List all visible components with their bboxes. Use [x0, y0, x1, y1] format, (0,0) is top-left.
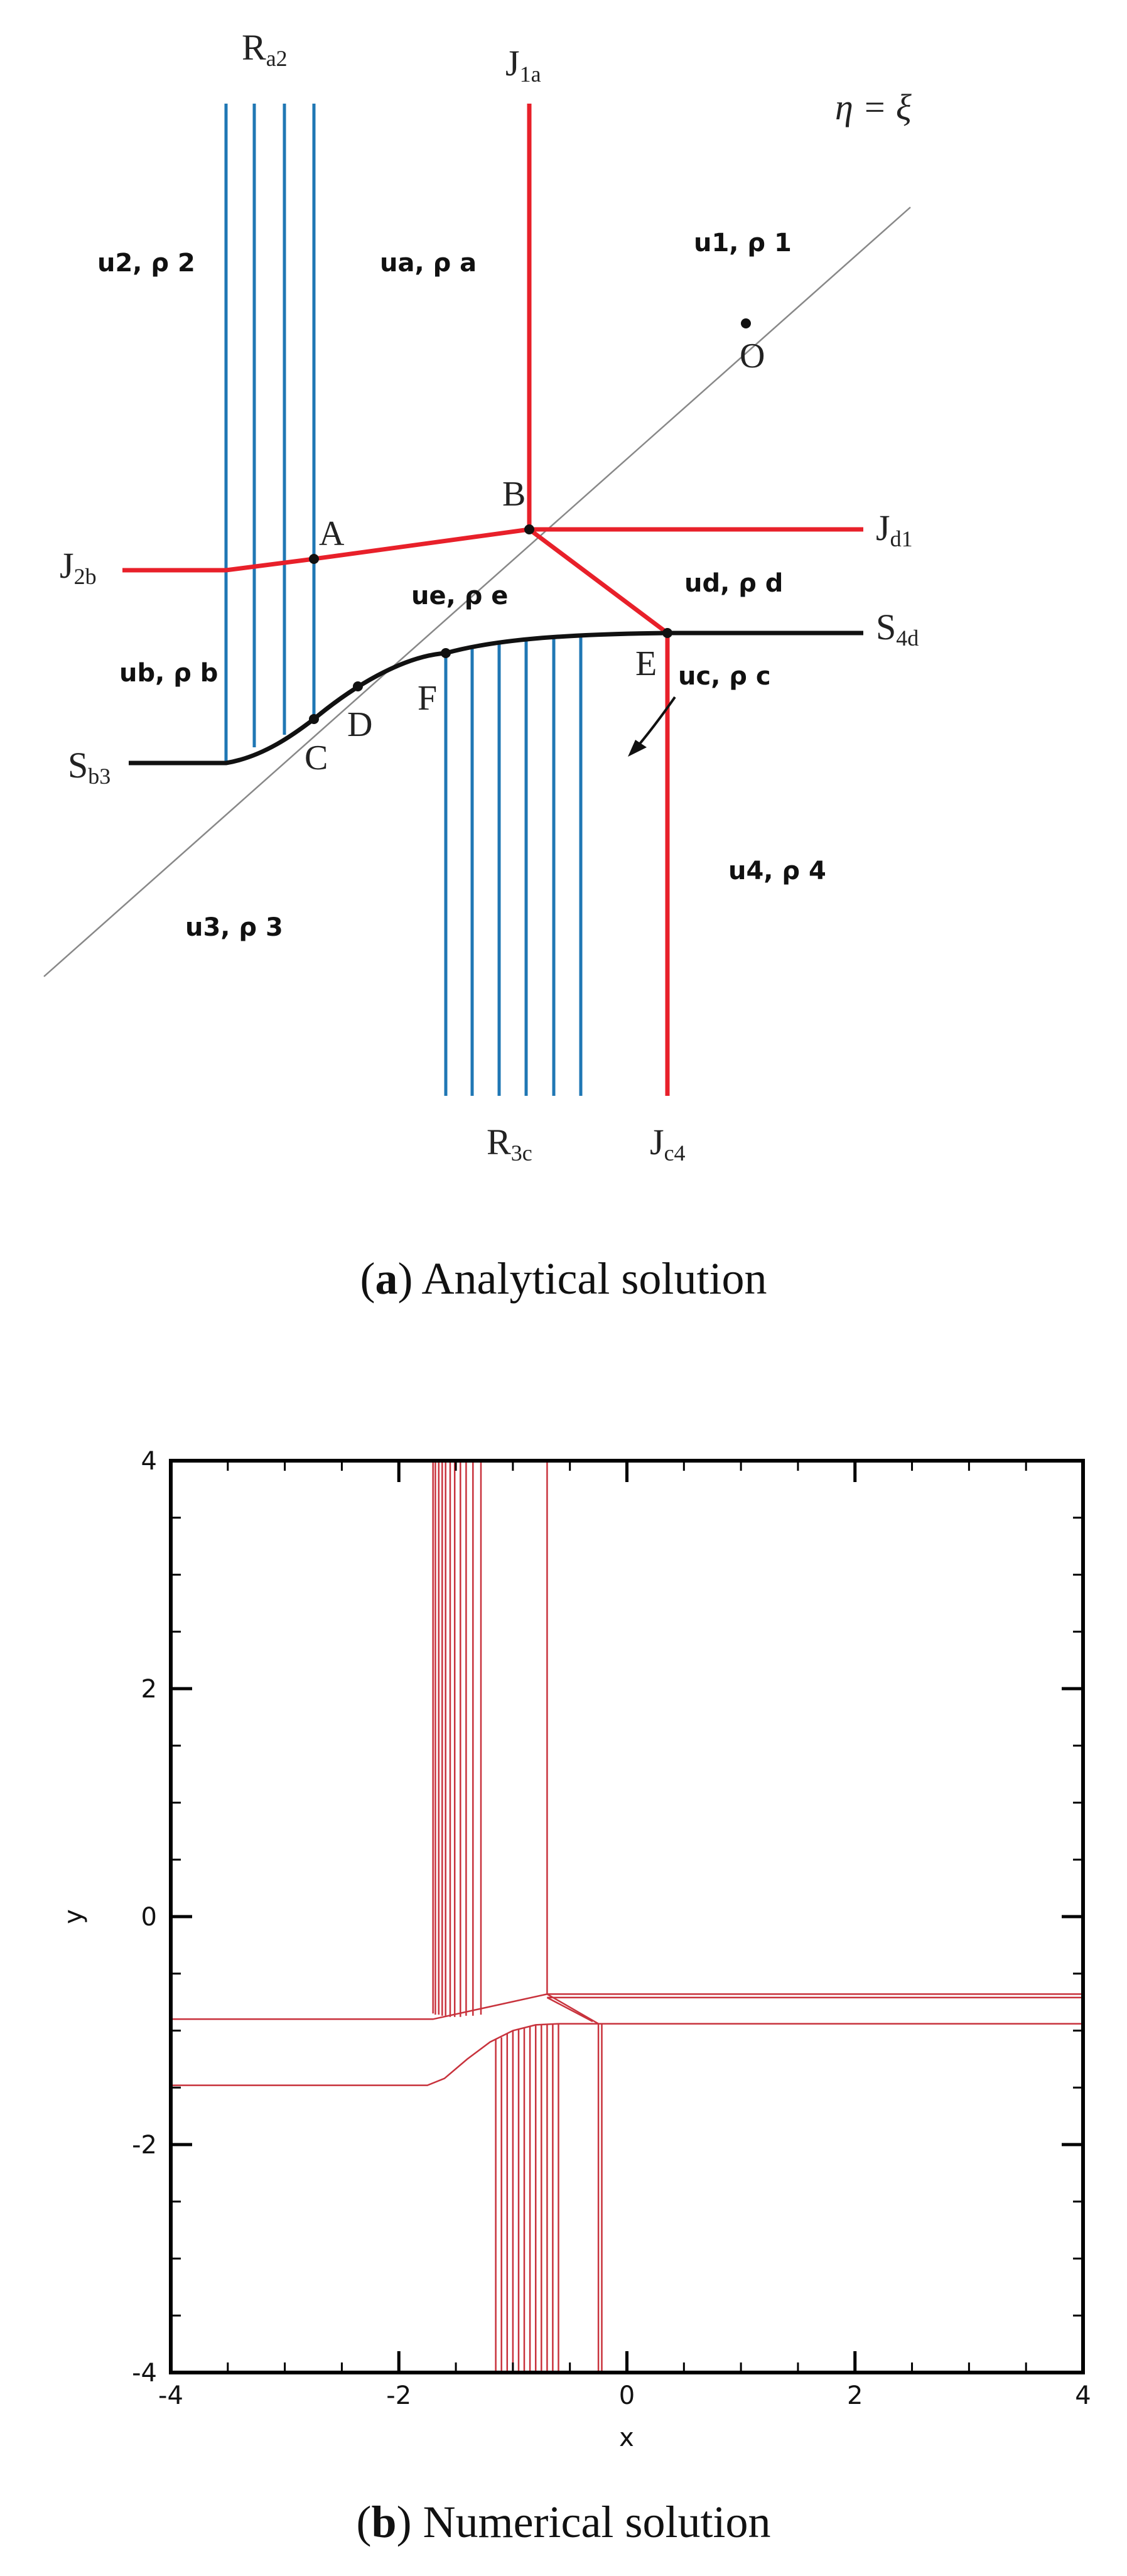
x-tick-label: 2 — [847, 2381, 863, 2410]
points — [309, 318, 751, 724]
x-tick-label: -4 — [158, 2381, 183, 2410]
point-d: D — [347, 705, 372, 744]
label-ra2: Ra2 — [242, 27, 288, 71]
label-j2b: J2b — [60, 545, 97, 589]
region-d: ud, ρ d — [684, 569, 783, 598]
y-tick-label: 4 — [141, 1447, 157, 1476]
contour-line-13 — [171, 2023, 599, 2086]
label-s4d: S4d — [876, 607, 919, 651]
region-c: uc, ρ c — [678, 662, 771, 691]
tick-labels: -4 -2 0 2 4 -4 -2 0 2 4 — [132, 1447, 1091, 2410]
y-tick-label: 0 — [141, 1903, 157, 1932]
contour-line-12 — [171, 1993, 547, 2020]
region-2: u2, ρ 2 — [97, 249, 195, 278]
region-b: ub, ρ b — [119, 659, 218, 688]
y-tick-label: -4 — [132, 2359, 157, 2388]
x-axis-label: x — [619, 2423, 634, 2452]
rarefaction-r3c — [444, 634, 583, 1096]
region-e: ue, ρ e — [411, 582, 508, 610]
region-a: ua, ρ a — [380, 249, 477, 278]
caption-a: (a) Analytical solution — [360, 1253, 767, 1304]
analytical-diagram: Ra2 J1a J2b Jd1 S4d Sb3 R3c Jc4 η = ξ A … — [43, 27, 919, 1166]
caption-b: (b) Numerical solution — [356, 2497, 771, 2547]
point-o: O — [740, 337, 765, 376]
point-e: E — [635, 644, 657, 683]
region-c-arrowhead — [628, 740, 647, 757]
x-tick-label: 4 — [1075, 2381, 1091, 2410]
y-tick-label: -2 — [132, 2131, 157, 2160]
y-axis-label: y — [59, 1909, 88, 1924]
y-tick-label: 2 — [141, 1675, 157, 1704]
diagonal-line — [43, 207, 911, 977]
numerical-chart: -4 -2 0 2 4 -4 -2 0 2 4 x y — [59, 1447, 1091, 2452]
x-tick-label: 0 — [619, 2381, 635, 2410]
label-r3c: R3c — [487, 1122, 532, 1166]
point-f: F — [418, 679, 437, 718]
label-jc4: Jc4 — [650, 1122, 686, 1166]
ticks — [169, 1459, 1085, 2374]
point-c: C — [305, 739, 328, 777]
point-b: B — [502, 475, 526, 514]
label-jd1: Jd1 — [876, 507, 913, 551]
contour-line-18 — [546, 1996, 593, 2023]
point-a: A — [319, 514, 345, 553]
rarefaction-ra2 — [224, 104, 316, 763]
panel-numerical: -4 -2 0 2 4 -4 -2 0 2 4 x y (b) Numerical solutio… — [0, 1350, 1127, 2576]
region-1: u1, ρ 1 — [694, 229, 792, 257]
label-j1a: J1a — [505, 43, 541, 87]
region-4: u4, ρ 4 — [728, 857, 826, 885]
label-sb3: Sb3 — [68, 745, 111, 789]
contact-j2b — [122, 527, 530, 573]
x-tick-label: -2 — [386, 2381, 411, 2410]
contact-discontinuities — [122, 104, 863, 1096]
contact-be — [527, 528, 669, 635]
panel-analytical: Ra2 J1a J2b Jd1 S4d Sb3 R3c Jc4 η = ξ A … — [43, 27, 919, 1304]
shock-sb3-s4d — [129, 630, 863, 766]
region-3: u3, ρ 3 — [185, 913, 283, 942]
plot-frame — [169, 1459, 1085, 2374]
contour-line-17 — [546, 1993, 599, 2025]
label-diagonal: η = ξ — [835, 87, 912, 127]
plot-lines — [171, 1461, 1083, 2373]
